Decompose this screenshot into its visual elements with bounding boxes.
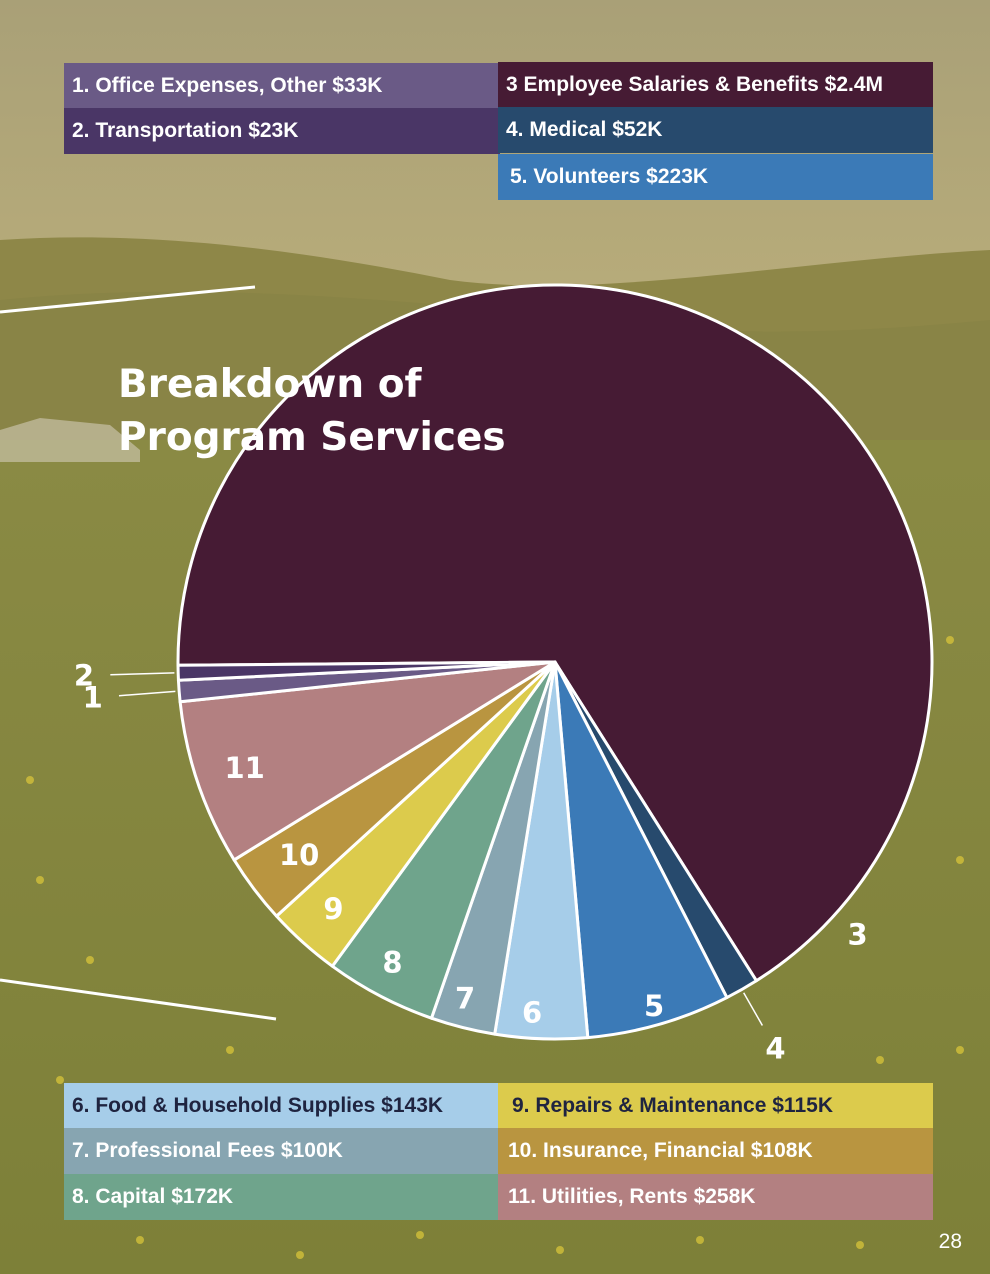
slice-label-2: 2	[74, 658, 94, 692]
leader-line-4	[743, 992, 764, 1026]
slice-label-10: 10	[279, 838, 319, 872]
slice-label-4: 4	[765, 1031, 785, 1065]
legend-item-11: 11. Utilities, Rents $258K	[498, 1174, 933, 1220]
legend-item-8: 8. Capital $172K	[64, 1174, 500, 1220]
pie-slice-2	[176, 660, 557, 682]
slice-label-8: 8	[382, 946, 402, 980]
legend-item-4: 4. Medical $52K	[498, 107, 933, 153]
page-number: 28	[938, 1230, 962, 1253]
legend-item-5: 5. Volunteers $223K	[498, 154, 933, 200]
pie-slice-3	[176, 283, 934, 983]
pie-slices	[176, 283, 934, 1041]
label-leader-lines	[110, 672, 764, 1026]
slice-label-9: 9	[323, 892, 343, 926]
slice-label-3: 3	[847, 917, 867, 951]
legend-item-3: 3 Employee Salaries & Benefits $2.4M	[498, 62, 933, 108]
pie-slice-11	[178, 660, 557, 862]
legend-item-6: 6. Food & Household Supplies $143K	[64, 1083, 500, 1129]
slice-label-11: 11	[224, 751, 264, 785]
chart-title: Breakdown of Program Services	[118, 362, 506, 460]
slice-label-1: 1	[83, 681, 103, 715]
leader-line-2	[110, 672, 175, 676]
slice-label-7: 7	[455, 981, 475, 1015]
slice-label-5: 5	[644, 989, 664, 1023]
legend-item-1: 1. Office Expenses, Other $33K	[64, 63, 500, 109]
pie-slice-5	[553, 660, 729, 1040]
slice-label-6: 6	[522, 995, 542, 1029]
legend-item-10: 10. Insurance, Financial $108K	[498, 1128, 933, 1174]
legend-item-7: 7. Professional Fees $100K	[64, 1128, 500, 1174]
legend-item-9: 9. Repairs & Maintenance $115K	[498, 1083, 933, 1129]
leader-line-1	[118, 690, 176, 697]
legend-item-2: 2. Transportation $23K	[64, 108, 500, 154]
